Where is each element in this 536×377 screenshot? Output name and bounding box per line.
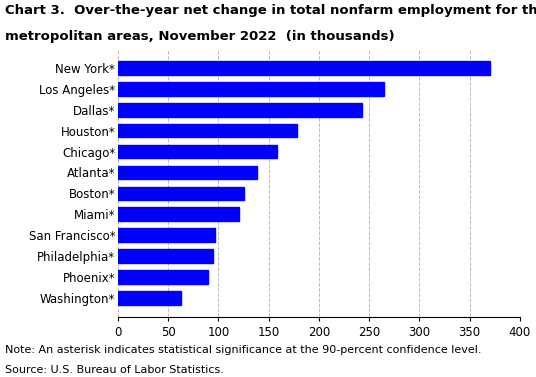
Bar xyxy=(118,228,215,242)
Text: Note: An asterisk indicates statistical significance at the 90-percent confidenc: Note: An asterisk indicates statistical … xyxy=(5,345,482,355)
Bar xyxy=(118,207,239,221)
Bar xyxy=(118,103,362,116)
Text: Source: U.S. Bureau of Labor Statistics.: Source: U.S. Bureau of Labor Statistics. xyxy=(5,365,224,375)
Bar xyxy=(118,124,297,137)
Text: Chart 3.  Over-the-year net change in total nonfarm employment for the 12  large: Chart 3. Over-the-year net change in tot… xyxy=(5,4,536,17)
Bar xyxy=(118,145,277,158)
Bar xyxy=(118,291,181,305)
Bar xyxy=(118,187,243,200)
Bar xyxy=(118,270,209,284)
Bar xyxy=(118,82,384,96)
Bar xyxy=(118,249,213,263)
Text: metropolitan areas, November 2022  (in thousands): metropolitan areas, November 2022 (in th… xyxy=(5,30,395,43)
Bar xyxy=(118,61,490,75)
Bar xyxy=(118,166,257,179)
